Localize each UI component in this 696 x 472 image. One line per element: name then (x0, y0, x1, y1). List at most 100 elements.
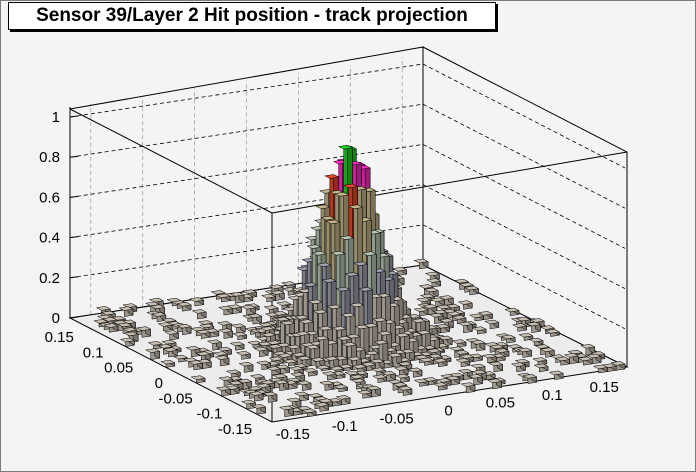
bar-face-top (397, 386, 413, 391)
lego-bar (122, 327, 138, 337)
lego-bar (610, 360, 626, 371)
bar-face-top (302, 282, 319, 287)
bar-face-top (432, 382, 449, 387)
lego-bar (329, 365, 345, 373)
lego-bar (237, 378, 253, 390)
bar-face-top (370, 367, 387, 372)
lego-bar (516, 347, 533, 358)
bar-face-top (290, 372, 306, 377)
bar-face-top (191, 309, 208, 314)
lego-bar (397, 385, 413, 396)
bar-face-top (438, 295, 455, 300)
bar-face-top (260, 293, 277, 299)
lego-bar (436, 377, 452, 387)
lego-bar (426, 278, 442, 288)
bar-face-top (397, 361, 413, 366)
bar-face-top (249, 374, 266, 379)
x-tick-label: 0.15 (590, 379, 619, 396)
bar-face-top (225, 369, 242, 375)
bar-face-top (500, 334, 517, 340)
bar-face-top (354, 324, 370, 330)
bar-face-top (312, 309, 329, 314)
lego-bar (471, 326, 488, 335)
bar-face-top (162, 347, 179, 352)
bar-face-top (534, 344, 551, 349)
bar-face-top (426, 348, 442, 353)
bar-face-top (119, 337, 136, 343)
bar-face-top (313, 335, 330, 341)
bar-face-top (231, 332, 248, 337)
lego-bar (248, 391, 264, 402)
lego-bar (157, 322, 173, 332)
bar-face-top (335, 286, 351, 292)
bar-face-top (330, 251, 346, 256)
bar-face-top (172, 354, 189, 360)
bar-face-top (340, 312, 356, 318)
bar-face-top (253, 346, 269, 352)
lego-bar (467, 373, 484, 386)
bar-face-top (451, 339, 467, 344)
lego-bar (458, 354, 475, 364)
bar-face-top (195, 329, 211, 335)
bar-face-top (185, 345, 201, 351)
bar-face-top (247, 340, 263, 346)
bar-face-top (291, 352, 307, 357)
bar-face-top (255, 360, 272, 366)
bar-face-top (275, 301, 292, 306)
lego-bar (293, 391, 310, 402)
bar-face-top (419, 293, 436, 299)
lego-bar (255, 360, 272, 371)
bar-face-top (269, 290, 286, 295)
bar-face-top (260, 332, 277, 337)
x-tick-label: -0.05 (379, 410, 413, 427)
lego-bar (119, 337, 136, 347)
lego-bar (445, 375, 461, 386)
bar-face-top (448, 346, 465, 351)
lego-bar (231, 331, 248, 341)
bar-face-top (489, 344, 505, 349)
bar-face-top (416, 330, 432, 335)
bar-face-top (457, 300, 474, 305)
lego-bar (149, 304, 166, 316)
bar-face-top (263, 305, 279, 310)
y-tick-label: -0.15 (218, 421, 252, 438)
bar-face-top (424, 271, 441, 277)
lego-bar (393, 366, 409, 377)
lego-bar (356, 389, 373, 399)
lego-bar (118, 306, 134, 317)
lego-bar (273, 379, 290, 391)
bar-face-top (335, 395, 351, 400)
bar-face-top (117, 322, 133, 328)
bar-face-top (282, 359, 298, 364)
bar-face-top (369, 358, 385, 364)
lego-bar (518, 332, 534, 341)
bar-face-top (393, 366, 409, 371)
lego-bar (548, 370, 565, 380)
lego-bar (470, 339, 486, 352)
lego-bar (332, 384, 349, 393)
lego-bar (240, 304, 257, 316)
bar-face-top (349, 302, 365, 308)
bar-face-top (353, 261, 369, 266)
lego-bar (266, 366, 282, 376)
box-edge-front-left (69, 108, 273, 214)
lego-bar (188, 297, 205, 307)
bar-face-top (411, 318, 427, 323)
lego-bar (301, 408, 317, 417)
lego-bar (163, 330, 180, 341)
bar-face-top (214, 355, 230, 360)
lego-bar (533, 363, 549, 373)
bar-face-top (241, 289, 258, 294)
lego-bar (391, 266, 408, 276)
lego-bar (235, 350, 252, 360)
bar-face-top (247, 386, 263, 391)
lego-bar (487, 361, 504, 373)
bar-face-top (504, 307, 520, 313)
bar-face-top (157, 344, 174, 349)
bar-face-top (458, 354, 475, 359)
x-tick-label: 0.05 (486, 395, 515, 412)
bar-face-top (548, 370, 565, 376)
lego-bar (260, 293, 277, 303)
lego-bar (315, 364, 331, 372)
bar-face-top (477, 311, 494, 316)
